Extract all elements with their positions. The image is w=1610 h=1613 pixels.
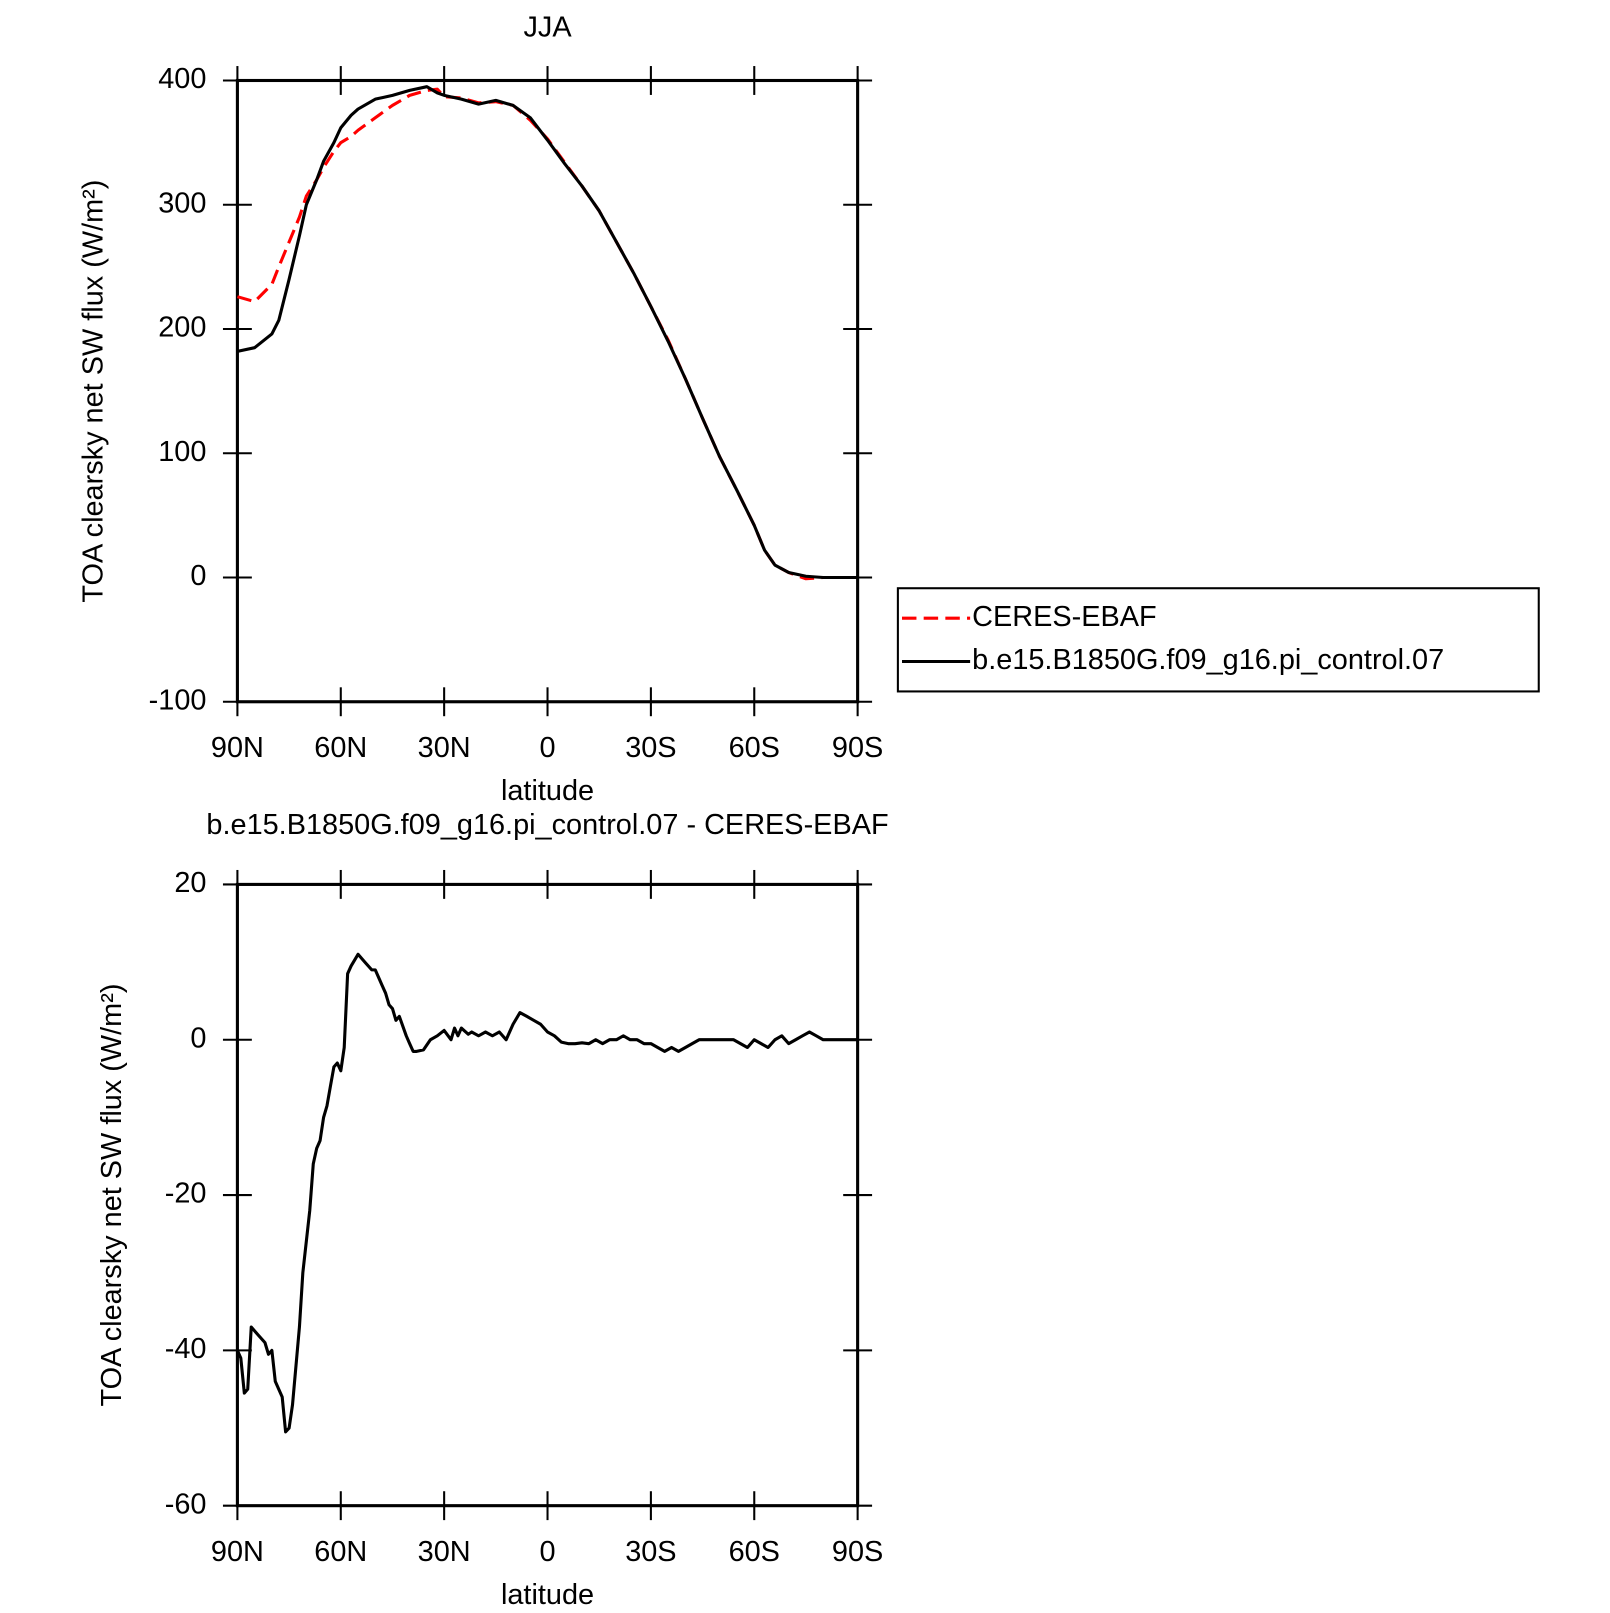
legend-label: b.e15.B1850G.f09_g16.pi_control.07 (972, 644, 1444, 676)
x-tick-label: 60S (729, 732, 780, 764)
data-line (236, 87, 858, 581)
legend-box (896, 587, 1540, 693)
x-tick-label: 0 (539, 732, 555, 764)
y-tick-label: 0 (190, 560, 206, 592)
y-tick-label: 0 (190, 1022, 206, 1054)
x-tick-label: 60S (729, 1536, 780, 1568)
x-tick-label: 90S (832, 732, 883, 764)
chart-title: JJA (523, 12, 572, 44)
y-tick-label: 20 (174, 867, 206, 899)
legend-label: CERES-EBAF (972, 601, 1157, 633)
plot-frame (235, 78, 860, 704)
x-tick-label: 30S (625, 732, 676, 764)
y-tick-label: -60 (165, 1488, 207, 1520)
y-tick-label: -100 (149, 684, 207, 716)
chart-title: b.e15.B1850G.f09_g16.pi_control.07 - CER… (206, 809, 888, 841)
x-axis-label: latitude (501, 1579, 594, 1611)
x-tick-label: 90S (832, 1536, 883, 1568)
y-axis-label: TOA clearsky net SW flux (W/m²) (96, 984, 128, 1407)
data-line (237, 85, 858, 580)
y-tick-label: -20 (165, 1178, 207, 1210)
x-tick-label: 90N (211, 1536, 264, 1568)
y-tick-label: 200 (158, 312, 206, 344)
y-tick-label: -40 (165, 1333, 207, 1365)
x-axis-label: latitude (501, 775, 594, 807)
y-tick-label: 400 (158, 63, 206, 95)
x-tick-label: 90N (211, 732, 264, 764)
x-tick-label: 30N (418, 1536, 471, 1568)
x-tick-label: 60N (314, 732, 367, 764)
plot-frame (235, 882, 860, 1508)
data-line (235, 952, 858, 1434)
x-tick-label: 30N (418, 732, 471, 764)
x-tick-label: 30S (625, 1536, 676, 1568)
y-tick-label: 100 (158, 436, 206, 468)
y-axis-label: TOA clearsky net SW flux (W/m²) (78, 180, 110, 603)
x-tick-label: 60N (314, 1536, 367, 1568)
y-tick-label: 300 (158, 187, 206, 219)
x-tick-label: 0 (539, 1536, 555, 1568)
